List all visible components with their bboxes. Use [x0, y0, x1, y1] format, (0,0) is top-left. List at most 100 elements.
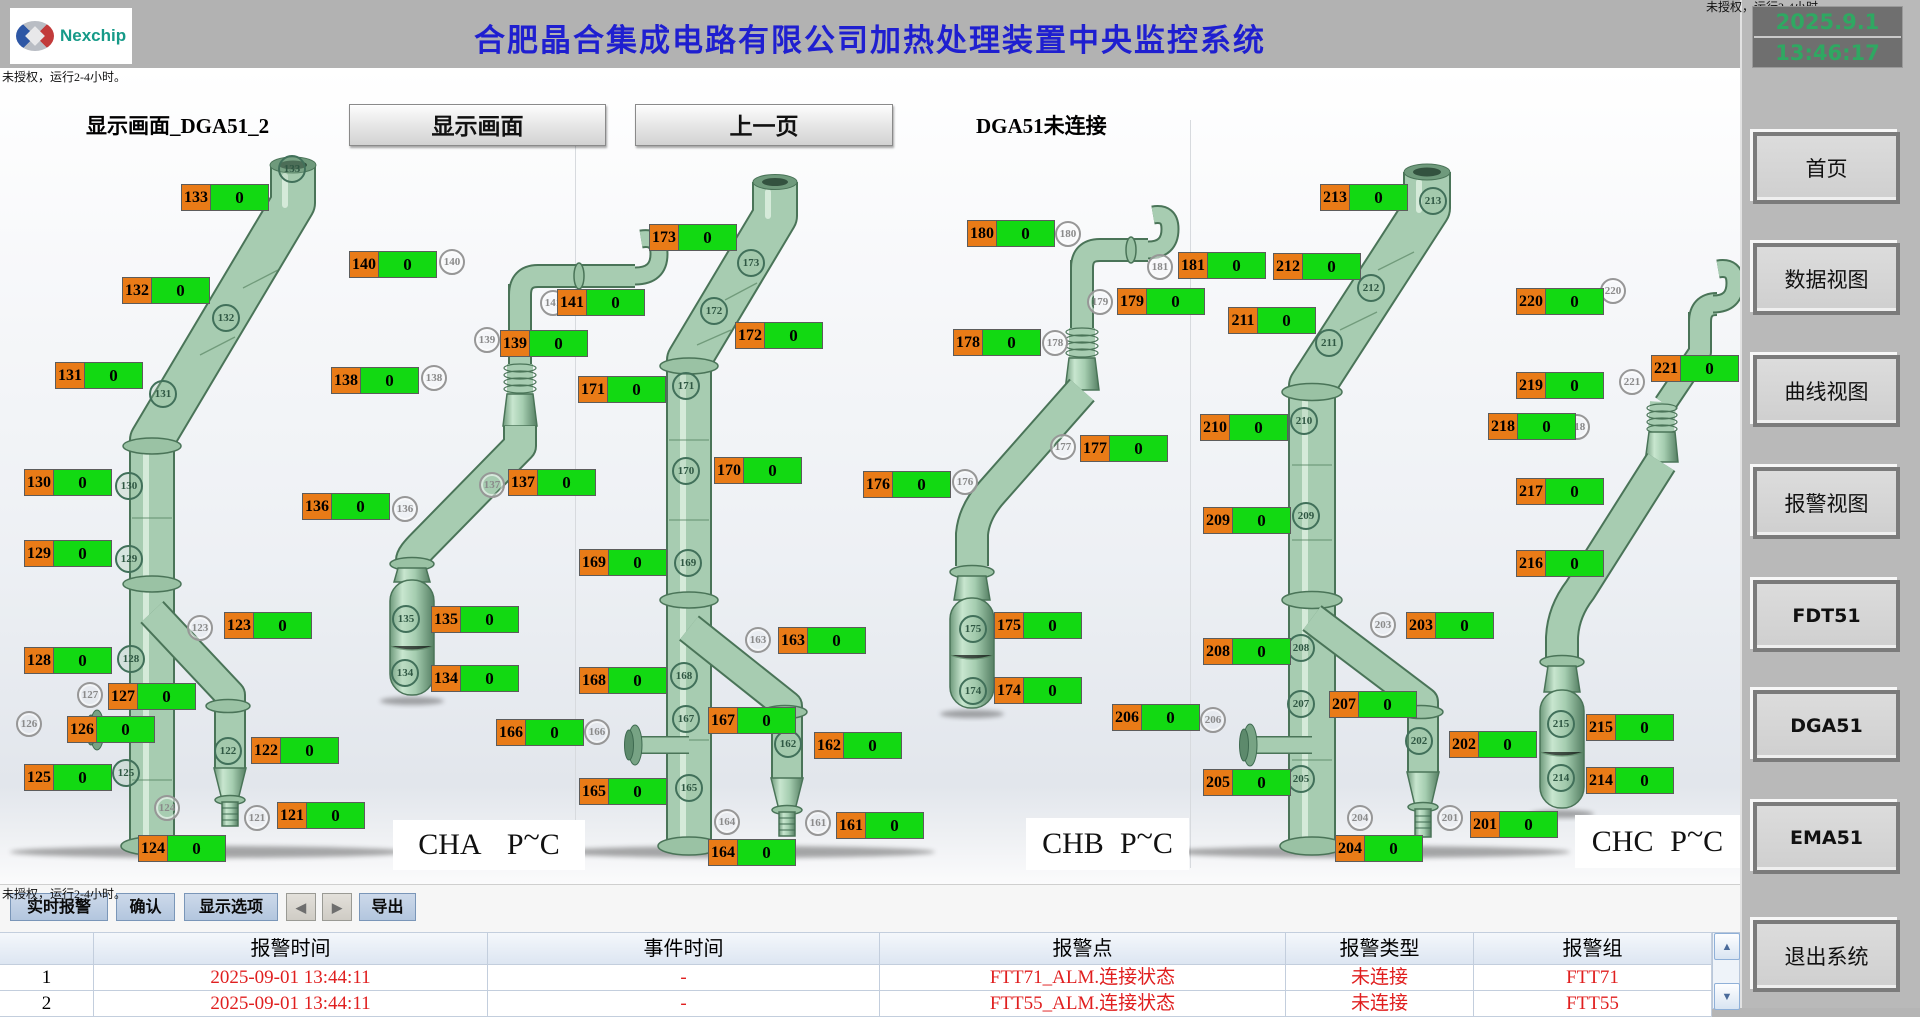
nexchip-logo-icon	[16, 21, 54, 51]
pipe-mark-122: 122	[214, 737, 242, 765]
sensor-value: 0	[1110, 435, 1168, 462]
sidebar-button-报警视图[interactable]: 报警视图	[1753, 467, 1900, 539]
sensor-circle-206: 206	[1200, 707, 1226, 733]
alarm-scrollbar[interactable]: ▲ ▼	[1712, 932, 1740, 1010]
sensor-id: 213	[1320, 184, 1350, 211]
sensor-value: 0	[1142, 704, 1200, 731]
toolbar-button-导出[interactable]: 导出	[359, 893, 416, 921]
sensor-215: 215 0	[1586, 714, 1674, 741]
sensor-value: 0	[1230, 414, 1288, 441]
alarm-row-1[interactable]: 1 2025-09-01 13:44:11- FTT71_ALM.连接状态 未连接 FT…	[0, 965, 1712, 991]
toolbar-button-实时报警[interactable]: 实时报警	[10, 893, 108, 921]
sensor-value: 0	[1024, 677, 1082, 704]
sensor-value: 0	[609, 667, 667, 694]
sensor-value: 0	[738, 707, 796, 734]
sensor-161: 161 0	[836, 812, 924, 839]
pipe-mark-211: 211	[1315, 329, 1343, 357]
sensor-value: 0	[1258, 307, 1316, 334]
sensor-175: 175 0	[994, 612, 1082, 639]
sensor-171: 171 0	[578, 376, 666, 403]
sensor-value: 0	[1350, 184, 1408, 211]
sidebar-button-曲线视图[interactable]: 曲线视图	[1753, 355, 1900, 427]
sensor-206: 206 0	[1112, 704, 1200, 731]
toolbar-button-确认[interactable]: 确认	[116, 893, 175, 921]
sensor-circle-161: 161	[805, 810, 831, 836]
page-next-icon[interactable]: ▶	[322, 893, 352, 921]
sensor-circle-180: 180	[1055, 221, 1081, 247]
sensor-203: 203 0	[1406, 612, 1494, 639]
sensor-id: 201	[1470, 811, 1500, 838]
pipe-mark-213: 213	[1419, 187, 1447, 215]
alarm-cell: -	[488, 965, 880, 991]
toolbar-button-显示选项[interactable]: 显示选项	[184, 893, 278, 921]
sensor-circle-163: 163	[745, 627, 771, 653]
scroll-down-icon[interactable]: ▼	[1714, 983, 1740, 1010]
sensor-value: 0	[54, 764, 112, 791]
row-number: 2	[0, 991, 94, 1017]
sensor-id: 128	[24, 647, 54, 674]
sensor-127: 127 0	[108, 683, 196, 710]
sensor-122: 122 0	[251, 737, 339, 764]
sensor-id: 162	[814, 732, 844, 759]
sensor-132: 132 0	[122, 277, 210, 304]
sensor-209: 209 0	[1203, 507, 1291, 534]
sensor-170: 170 0	[714, 457, 802, 484]
column-header-报警时间: 报警时间	[94, 932, 488, 965]
sensor-211: 211 0	[1228, 307, 1316, 334]
sensor-value: 0	[1208, 252, 1266, 279]
page-prev-icon[interactable]: ◀	[286, 893, 316, 921]
sensor-210: 210 0	[1200, 414, 1288, 441]
sensor-id: 211	[1228, 307, 1258, 334]
sensor-id: 205	[1203, 769, 1233, 796]
pipe-mark-134: 134	[391, 659, 419, 687]
sensor-134: 134 0	[431, 665, 519, 692]
scroll-up-icon[interactable]: ▲	[1714, 933, 1740, 960]
sidebar-button-首页[interactable]: 首页	[1753, 132, 1900, 204]
logo-text: Nexchip	[60, 26, 127, 45]
header-bar: Nexchip 合肥晶合集成电路有限公司加热处理装置中央监控系统 未授权，运行2…	[0, 0, 1920, 68]
sensor-value: 0	[85, 362, 143, 389]
sensor-id: 134	[431, 665, 461, 692]
sensor-value: 0	[379, 251, 437, 278]
sensor-value: 0	[1546, 288, 1604, 315]
sensor-value: 0	[361, 367, 419, 394]
sensor-id: 124	[138, 835, 168, 862]
sensor-value: 0	[744, 457, 802, 484]
sensor-value: 0	[1147, 288, 1205, 315]
previous-page-button[interactable]: 上一页	[635, 104, 893, 146]
sensor-165: 165 0	[579, 778, 667, 805]
sensor-135: 135 0	[431, 606, 519, 633]
sensor-id: 127	[108, 683, 138, 710]
sensor-value: 0	[1233, 769, 1291, 796]
sensor-166: 166 0	[496, 719, 584, 746]
sidebar-button-FDT51[interactable]: FDT51	[1753, 580, 1900, 652]
pipe-mark-135: 135	[392, 605, 420, 633]
sidebar-button-数据视图[interactable]: 数据视图	[1753, 243, 1900, 315]
alarm-table: 报警时间 事件时间 报警点 报警类型 报警组 1 2025-09-01 13:44:11- F…	[0, 932, 1712, 1017]
sensor-id: 123	[224, 612, 254, 639]
sensor-212: 212 0	[1273, 253, 1361, 280]
pipe-mark-131: 131	[149, 380, 177, 408]
display-screen-button[interactable]: 显示画面	[349, 104, 606, 146]
sensor-id: 165	[579, 778, 609, 805]
alarm-cell: FTT55	[1474, 991, 1712, 1017]
sensor-133: 133 0	[181, 184, 269, 211]
sensor-139: 139 0	[500, 330, 588, 357]
sensor-id: 176	[863, 471, 893, 498]
sidebar-button-EMA51[interactable]: EMA51	[1753, 802, 1900, 874]
sensor-id: 161	[836, 812, 866, 839]
sensor-circle-136: 136	[392, 496, 418, 522]
sensor-id: 121	[277, 802, 307, 829]
sensor-id: 138	[331, 367, 361, 394]
sidebar-button-DGA51[interactable]: DGA51	[1753, 690, 1900, 762]
alarm-row-2[interactable]: 2 2025-09-01 13:44:11- FTT55_ALM.连接状态 未连接 FT…	[0, 991, 1712, 1017]
sensor-circle-121: 121	[244, 805, 270, 831]
sidebar-button-退出系统[interactable]: 退出系统	[1753, 920, 1900, 992]
pipe-mark-207: 207	[1287, 690, 1315, 718]
sensor-214: 214 0	[1586, 767, 1674, 794]
alarm-cell: FTT55_ALM.连接状态	[880, 991, 1286, 1017]
sensor-value: 0	[138, 683, 196, 710]
sensor-value: 0	[679, 224, 737, 251]
caption-chc: CHC P~C	[1575, 815, 1740, 868]
sensor-circle-176: 176	[952, 469, 978, 495]
